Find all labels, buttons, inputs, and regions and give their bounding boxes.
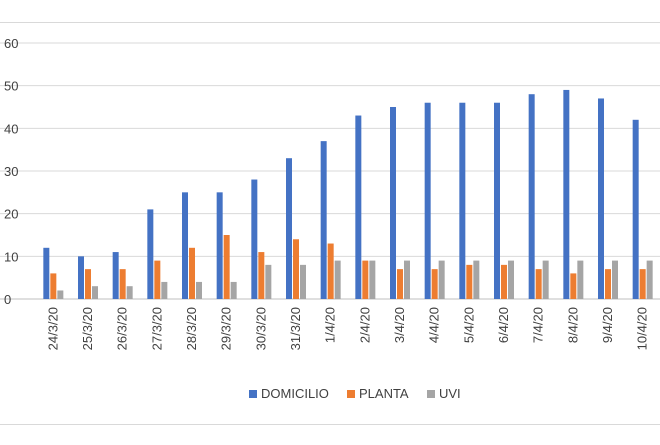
bar-domicilio-17 <box>632 119 639 299</box>
x-tick-label: 25/3/20 <box>80 307 95 350</box>
bar-uvi-4 <box>196 281 202 299</box>
y-tick-label: 50 <box>4 79 18 94</box>
bar-uvi-7 <box>300 264 306 299</box>
x-tick-label: 28/3/20 <box>184 307 199 350</box>
bar-domicilio-7 <box>286 158 292 299</box>
bar-uvi-13 <box>508 260 514 299</box>
bar-uvi-0 <box>57 290 64 299</box>
bar-domicilio-15 <box>563 89 570 299</box>
y-tick-label: 0 <box>4 292 11 307</box>
bar-planta-3 <box>154 260 161 299</box>
x-tick-label: 7/4/20 <box>531 307 546 343</box>
y-axis-ticks: 0 10 20 30 40 50 60 <box>4 36 18 307</box>
bar-domicilio-14 <box>528 94 535 299</box>
bar-planta-17 <box>639 269 646 299</box>
legend-swatch-planta <box>347 390 355 398</box>
y-tick-label: 20 <box>4 207 18 222</box>
bars <box>43 89 653 300</box>
y-tick-label: 60 <box>4 36 18 51</box>
bar-planta-8 <box>327 243 334 299</box>
bar-uvi-16 <box>612 260 618 299</box>
legend-swatch-uvi <box>427 390 435 398</box>
bar-uvi-5 <box>230 281 237 299</box>
legend-label-domicilio: DOMICILIO <box>261 386 329 401</box>
bar-planta-11 <box>431 269 438 299</box>
bar-planta-1 <box>85 269 91 299</box>
y-tick-label: 10 <box>4 249 18 264</box>
bar-planta-5 <box>223 235 230 299</box>
bar-uvi-6 <box>265 264 272 299</box>
gridlines <box>0 42 660 300</box>
legend-swatch-domicilio <box>249 390 257 398</box>
bar-domicilio-12 <box>459 102 466 299</box>
bar-domicilio-13 <box>494 102 500 299</box>
bar-domicilio-3 <box>147 209 154 299</box>
bar-domicilio-2 <box>112 252 119 299</box>
x-tick-label: 6/4/20 <box>496 307 511 343</box>
legend-label-uvi: UVI <box>439 386 461 401</box>
bar-planta-4 <box>189 247 195 299</box>
x-axis-ticks: 24/3/20 25/3/20 26/3/20 27/3/20 28/3/20 29/3/… <box>45 307 649 350</box>
bar-planta-13 <box>501 264 507 299</box>
bar-uvi-12 <box>473 260 480 299</box>
bar-uvi-17 <box>646 260 653 299</box>
legend-label-planta: PLANTA <box>359 386 409 401</box>
x-tick-label: 8/4/20 <box>565 307 580 343</box>
bar-uvi-9 <box>369 260 376 299</box>
bar-domicilio-0 <box>43 247 50 299</box>
bar-domicilio-10 <box>390 107 396 299</box>
bar-planta-12 <box>466 264 473 299</box>
bar-uvi-10 <box>404 260 410 299</box>
x-tick-label: 27/3/20 <box>149 307 164 350</box>
bar-planta-2 <box>119 269 126 299</box>
x-tick-label: 31/3/20 <box>288 307 303 350</box>
bar-uvi-11 <box>438 260 445 299</box>
bar-domicilio-11 <box>424 102 431 299</box>
y-tick-label: 30 <box>4 164 18 179</box>
x-tick-label: 29/3/20 <box>219 307 234 350</box>
x-tick-label: 4/4/20 <box>427 307 442 343</box>
x-tick-label: 5/4/20 <box>461 307 476 343</box>
bar-planta-7 <box>293 239 299 299</box>
bar-planta-16 <box>605 269 611 299</box>
bar-domicilio-16 <box>598 98 604 299</box>
x-tick-label: 3/4/20 <box>392 307 407 343</box>
bar-planta-15 <box>570 273 577 299</box>
bar-planta-14 <box>535 269 542 299</box>
bar-uvi-14 <box>542 260 549 299</box>
top-divider <box>0 22 660 23</box>
x-tick-label: 2/4/20 <box>357 307 372 343</box>
x-tick-label: 1/4/20 <box>323 307 338 343</box>
x-tick-label: 30/3/20 <box>253 307 268 350</box>
x-tick-label: 26/3/20 <box>115 307 130 350</box>
y-tick-label: 40 <box>4 121 18 136</box>
bar-uvi-1 <box>92 286 98 299</box>
x-tick-label: 24/3/20 <box>45 307 60 350</box>
bar-planta-0 <box>50 273 57 299</box>
bar-uvi-15 <box>577 260 584 299</box>
bar-domicilio-1 <box>78 256 84 299</box>
bottom-divider <box>0 424 660 425</box>
bar-domicilio-6 <box>251 179 258 299</box>
x-tick-label: 9/4/20 <box>600 307 615 343</box>
bar-domicilio-9 <box>355 115 362 300</box>
bar-planta-6 <box>258 252 265 299</box>
bar-domicilio-4 <box>182 192 188 299</box>
bar-planta-10 <box>397 269 403 299</box>
bar-domicilio-5 <box>216 192 223 299</box>
bar-domicilio-8 <box>320 141 327 299</box>
bar-uvi-3 <box>161 281 168 299</box>
bar-uvi-8 <box>334 260 341 299</box>
bar-planta-9 <box>362 260 369 299</box>
x-tick-label: 10/4/20 <box>635 307 650 350</box>
legend: DOMICILIO PLANTA UVI <box>249 386 461 401</box>
bar-uvi-2 <box>126 286 133 299</box>
